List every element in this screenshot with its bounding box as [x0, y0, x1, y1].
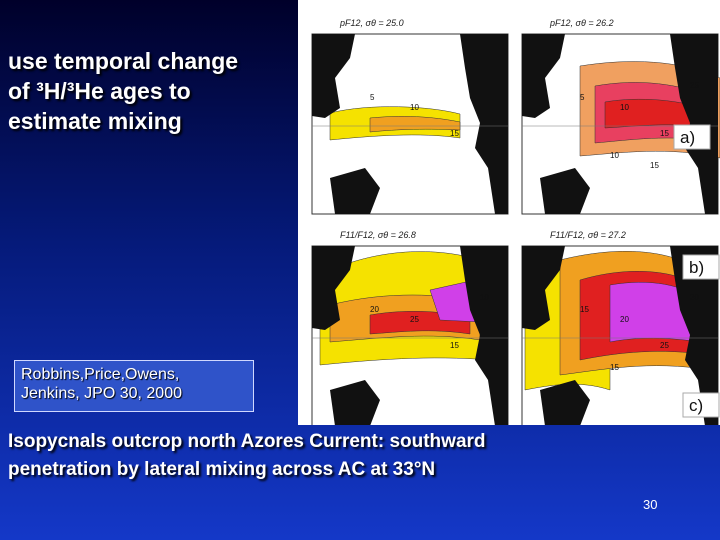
land [670, 34, 718, 214]
contour-label: 10 [620, 103, 629, 112]
caption: Isopycnals outcrop north Azores Current:… [8, 428, 486, 484]
contour-label: 10 [410, 103, 419, 112]
panel-tag: c) [689, 396, 703, 415]
contour-label: 25 [660, 341, 669, 350]
tag-box [673, 124, 711, 150]
map-panel: pF12, σθ = 25.0 5 10 15 [311, 18, 509, 215]
title-line: estimate mixing [8, 108, 182, 134]
land [670, 246, 718, 425]
panel-label: F11/F12, σθ = 27.2 [550, 230, 626, 240]
caption-line: Isopycnals outcrop north Azores Current:… [8, 431, 486, 452]
panel-tag: a) [680, 128, 695, 147]
land [330, 380, 380, 425]
contour-label: 10 [610, 151, 619, 160]
contour-label: 20 [620, 315, 629, 324]
land [540, 168, 590, 214]
land [540, 380, 590, 425]
panel-label: pF12, σθ = 26.2 [549, 18, 614, 28]
title-line: use temporal change [8, 48, 239, 74]
contour-label: 15 [450, 341, 459, 350]
contour-label: 10 [480, 293, 489, 302]
map-panel: F11/F12, σθ = 27.2 15 20 25 30 15 [521, 230, 719, 425]
contour-label: 15 [650, 161, 659, 170]
panel-tag: b) [689, 258, 704, 277]
tag-box [682, 254, 720, 280]
land [312, 34, 355, 118]
land [460, 246, 508, 425]
contour-label: 15 [580, 305, 589, 314]
contour-label: 5 [580, 93, 585, 102]
map-panel: pF12, σθ = 26.2 5 10 15 25 10 15 [521, 18, 720, 215]
contour-label: 15 [610, 363, 619, 372]
tracer-band [369, 116, 461, 133]
panel-label: F11/F12, σθ = 26.8 [340, 230, 416, 240]
land [460, 34, 508, 214]
citation-box: Robbins,Price,Owens, Jenkins, JPO 30, 20… [14, 360, 254, 412]
contour-label: 25 [690, 81, 699, 90]
figure: pF12, σθ = 25.0 5 10 15 pF12, σθ = 26.2 5 10 15… [298, 0, 720, 425]
land [522, 246, 565, 330]
contour-label: 20 [370, 305, 379, 314]
land [330, 168, 380, 214]
slide-title: use temporal change of ³H/³He ages to es… [8, 46, 238, 136]
contour-label: 30 [690, 293, 699, 302]
page-number: 30 [643, 497, 658, 512]
map-panel: F11/F12, σθ = 26.8 20 25 15 10 [311, 230, 509, 425]
caption-line: penetration by lateral mixing across AC … [8, 459, 436, 480]
contour-label: 15 [660, 129, 669, 138]
tag-box [682, 392, 720, 418]
title-line: of ³H/³He ages to [8, 78, 191, 104]
panel-label: pF12, σθ = 25.0 [339, 18, 404, 28]
citation-line: Robbins,Price,Owens, [21, 366, 180, 383]
contour-label: 15 [450, 129, 459, 138]
contour-label: 5 [370, 93, 375, 102]
land [312, 246, 355, 330]
citation-line: Jenkins, JPO 30, 2000 [21, 385, 182, 402]
contour-label: 25 [410, 315, 419, 324]
land [522, 34, 565, 118]
